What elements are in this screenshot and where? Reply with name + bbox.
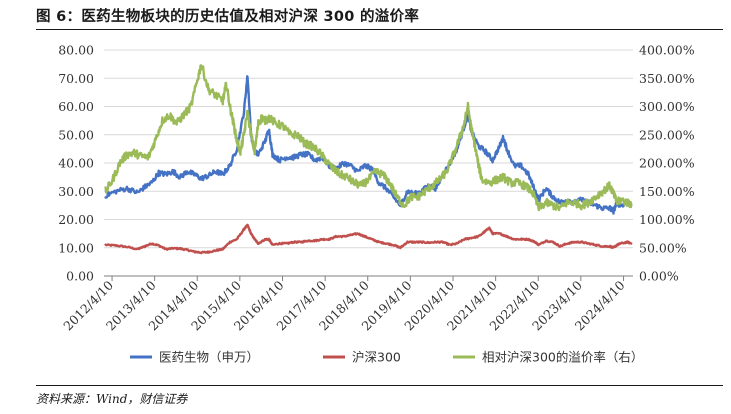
left-tick-label: 10.00 <box>58 240 94 255</box>
right-tick-label: 0.00% <box>639 269 679 284</box>
right-tick-label: 350.00% <box>639 71 695 86</box>
source-note: 资料来源：Wind，财信证券 <box>36 392 188 406</box>
right-axis-ticks: 0.00% 50.00% 100.00% 150.00% 200.00% 250.00% 3… <box>639 43 695 284</box>
legend-label: 相对沪深300的溢价率（右） <box>482 350 643 365</box>
source-rule <box>36 385 723 386</box>
title-rule <box>36 29 723 30</box>
legend-label: 医药生物（申万） <box>159 350 259 365</box>
left-tick-label: 80.00 <box>58 43 94 58</box>
left-tick-label: 70.00 <box>58 71 94 86</box>
left-tick-label: 40.00 <box>58 156 94 171</box>
legend: 医药生物（申万） 沪深300 相对沪深300的溢价率（右） <box>130 350 643 365</box>
series-pharma-line <box>104 75 633 215</box>
x-axis-ticks: 2012/4/102013/4/102014/4/102015/4/102016… <box>60 276 628 333</box>
left-tick-label: 0.00 <box>66 269 94 284</box>
series-csi300-line <box>104 223 633 255</box>
left-axis-ticks: 0.00 10.00 20.00 30.00 40.00 50.00 60.00 70.00 8… <box>58 43 94 284</box>
left-tick-label: 60.00 <box>58 99 94 114</box>
right-tick-label: 100.00% <box>639 212 695 227</box>
right-tick-label: 200.00% <box>639 156 695 171</box>
series-layer <box>104 64 633 255</box>
right-tick-label: 50.00% <box>639 240 687 255</box>
right-tick-label: 300.00% <box>639 99 695 114</box>
chart: 0.00 10.00 20.00 30.00 40.00 50.00 60.00 70.00 8… <box>58 43 695 365</box>
legend-label: 沪深300 <box>352 350 401 365</box>
right-tick-label: 150.00% <box>639 184 695 199</box>
left-tick-label: 50.00 <box>58 127 94 142</box>
left-tick-label: 30.00 <box>58 184 94 199</box>
right-tick-label: 250.00% <box>639 127 695 142</box>
left-tick-label: 20.00 <box>58 212 94 227</box>
series-premium-line <box>104 64 633 212</box>
right-tick-label: 400.00% <box>639 43 695 58</box>
figure-title: 图 6：医药生物板块的历史估值及相对沪深 300 的溢价率 <box>36 9 420 25</box>
